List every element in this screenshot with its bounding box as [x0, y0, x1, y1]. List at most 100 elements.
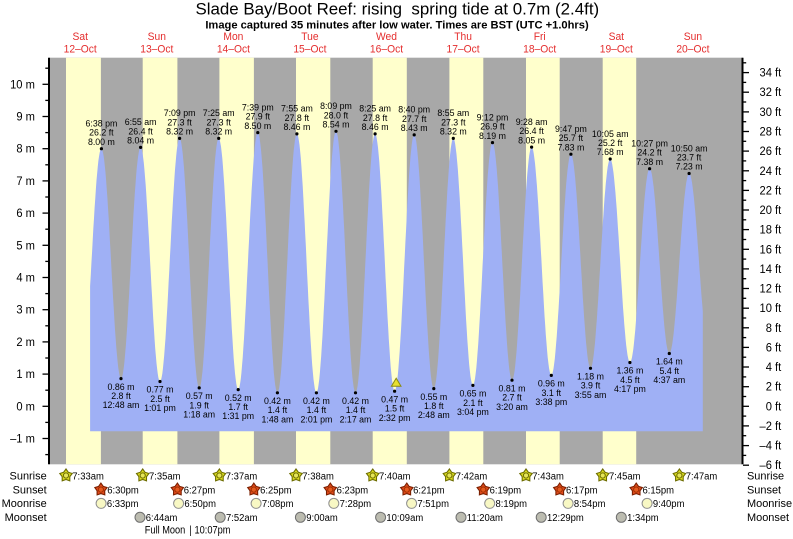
svg-text:0.42 m: 0.42 m [303, 396, 330, 406]
svg-text:2.5 ft: 2.5 ft [150, 394, 170, 404]
svg-text:1.9 ft: 1.9 ft [189, 400, 209, 410]
svg-text:1 m: 1 m [16, 368, 35, 382]
svg-text:10:05 am: 10:05 am [592, 129, 629, 139]
svg-text:1.18 m: 1.18 m [577, 372, 604, 382]
svg-text:Sunset: Sunset [13, 484, 48, 496]
svg-text:7:47am: 7:47am [686, 471, 718, 483]
svg-text:0.57 m: 0.57 m [186, 391, 213, 401]
svg-text:Full Moon: Full Moon [145, 525, 186, 537]
svg-text:3:20 am: 3:20 am [496, 402, 528, 412]
svg-text:12 ft: 12 ft [759, 282, 781, 296]
svg-text:11:20am: 11:20am [467, 513, 503, 525]
svg-text:7:42am: 7:42am [456, 471, 488, 483]
svg-text:8.43 m: 8.43 m [401, 123, 428, 133]
svg-text:27.3 ft: 27.3 ft [441, 117, 466, 127]
svg-text:7:40am: 7:40am [379, 471, 411, 483]
svg-text:3 m: 3 m [16, 303, 35, 317]
svg-text:26.4 ft: 26.4 ft [128, 126, 153, 136]
svg-text:22 ft: 22 ft [759, 184, 781, 198]
svg-text:7:08pm: 7:08pm [262, 499, 294, 511]
svg-text:26 ft: 26 ft [759, 145, 781, 159]
svg-text:27.3 ft: 27.3 ft [206, 117, 231, 127]
svg-text:19–Oct: 19–Oct [600, 44, 633, 55]
svg-text:7:51pm: 7:51pm [417, 499, 449, 511]
svg-text:8.54 m: 8.54 m [323, 120, 350, 130]
svg-text:Thu: Thu [454, 32, 472, 43]
svg-text:6:21pm: 6:21pm [413, 485, 445, 497]
svg-text:7 m: 7 m [16, 174, 35, 188]
svg-text:0.77 m: 0.77 m [147, 385, 174, 395]
svg-text:9:28 am: 9:28 am [516, 117, 548, 127]
svg-text:18 ft: 18 ft [759, 223, 781, 237]
svg-text:7:37am: 7:37am [226, 471, 258, 483]
svg-text:10 m: 10 m [10, 78, 35, 92]
svg-text:27.7 ft: 27.7 ft [402, 114, 427, 124]
svg-text:5 m: 5 m [16, 239, 35, 253]
svg-text:0.42 m: 0.42 m [342, 396, 369, 406]
svg-text:10:27 pm: 10:27 pm [631, 139, 668, 149]
svg-text:17–Oct: 17–Oct [447, 44, 480, 55]
svg-text:25.2 ft: 25.2 ft [598, 138, 623, 148]
svg-text:8:40 pm: 8:40 pm [398, 105, 430, 115]
svg-text:1.5 ft: 1.5 ft [385, 404, 405, 414]
svg-text:1.7 ft: 1.7 ft [228, 402, 248, 412]
svg-text:3.1 ft: 3.1 ft [542, 388, 562, 398]
svg-text:8.19 m: 8.19 m [479, 131, 506, 141]
svg-text:10 ft: 10 ft [759, 302, 781, 316]
svg-text:12–Oct: 12–Oct [64, 44, 97, 55]
svg-text:14 ft: 14 ft [759, 262, 781, 276]
svg-text:9:40pm: 9:40pm [653, 499, 685, 511]
svg-text:20 ft: 20 ft [759, 203, 781, 217]
svg-text:3:38 pm: 3:38 pm [535, 397, 567, 407]
svg-text:8.32 m: 8.32 m [205, 127, 232, 137]
svg-text:7.83 m: 7.83 m [557, 142, 584, 152]
svg-text:8.50 m: 8.50 m [244, 121, 271, 131]
svg-text:27.3 ft: 27.3 ft [167, 117, 192, 127]
svg-text:7:33am: 7:33am [72, 471, 104, 483]
svg-text:15–Oct: 15–Oct [293, 44, 326, 55]
svg-text:27.8 ft: 27.8 ft [363, 113, 388, 123]
svg-text:8:54pm: 8:54pm [574, 499, 606, 511]
svg-text:8.05 m: 8.05 m [518, 135, 545, 145]
svg-text:28.0 ft: 28.0 ft [324, 110, 349, 120]
svg-text:Sunrise: Sunrise [747, 470, 784, 482]
svg-text:7:39 pm: 7:39 pm [242, 102, 274, 112]
svg-text:1.4 ft: 1.4 ft [307, 405, 327, 415]
svg-text:6:23pm: 6:23pm [337, 485, 369, 497]
svg-text:7:25 am: 7:25 am [203, 108, 235, 118]
svg-text:7.23 m: 7.23 m [676, 162, 703, 172]
svg-text:28 ft: 28 ft [759, 125, 781, 139]
svg-text:6:50pm: 6:50pm [184, 499, 216, 511]
svg-text:4 ft: 4 ft [766, 360, 782, 374]
svg-text:1.4 ft: 1.4 ft [346, 405, 366, 415]
svg-text:8.32 m: 8.32 m [440, 127, 467, 137]
svg-text:20–Oct: 20–Oct [676, 44, 709, 55]
svg-text:9:47 pm: 9:47 pm [555, 124, 587, 134]
svg-text:2.1 ft: 2.1 ft [463, 398, 483, 408]
svg-text:8.32 m: 8.32 m [166, 127, 193, 137]
svg-text:0.55 m: 0.55 m [420, 392, 447, 402]
svg-text:26.4 ft: 26.4 ft [519, 126, 544, 136]
svg-text:12:48 am: 12:48 am [103, 400, 140, 410]
svg-text:–2 ft: –2 ft [759, 419, 781, 433]
svg-text:25.7 ft: 25.7 ft [559, 133, 584, 143]
svg-text:Moonrise: Moonrise [747, 498, 792, 510]
svg-text:6 m: 6 m [16, 207, 35, 221]
svg-text:27.8 ft: 27.8 ft [285, 113, 310, 123]
svg-text:7:38am: 7:38am [302, 471, 334, 483]
svg-text:2.8 ft: 2.8 ft [111, 391, 131, 401]
svg-text:1:34pm: 1:34pm [627, 513, 659, 525]
svg-text:3:55 am: 3:55 am [575, 390, 607, 400]
svg-text:0.81 m: 0.81 m [499, 383, 526, 393]
svg-text:7:28pm: 7:28pm [340, 499, 372, 511]
svg-text:2:48 am: 2:48 am [418, 410, 450, 420]
svg-text:0.65 m: 0.65 m [459, 389, 486, 399]
svg-text:12:29pm: 12:29pm [547, 513, 584, 525]
svg-text:7:35am: 7:35am [149, 471, 181, 483]
svg-text:18–Oct: 18–Oct [523, 44, 556, 55]
svg-text:26.2 ft: 26.2 ft [89, 128, 114, 138]
svg-text:9:00am: 9:00am [306, 513, 338, 525]
svg-text:9:12 pm: 9:12 pm [477, 112, 509, 122]
svg-text:14–Oct: 14–Oct [217, 44, 250, 55]
svg-text:Slade Bay/Boot Reef: rising s: Slade Bay/Boot Reef: rising spring tide … [195, 0, 599, 18]
